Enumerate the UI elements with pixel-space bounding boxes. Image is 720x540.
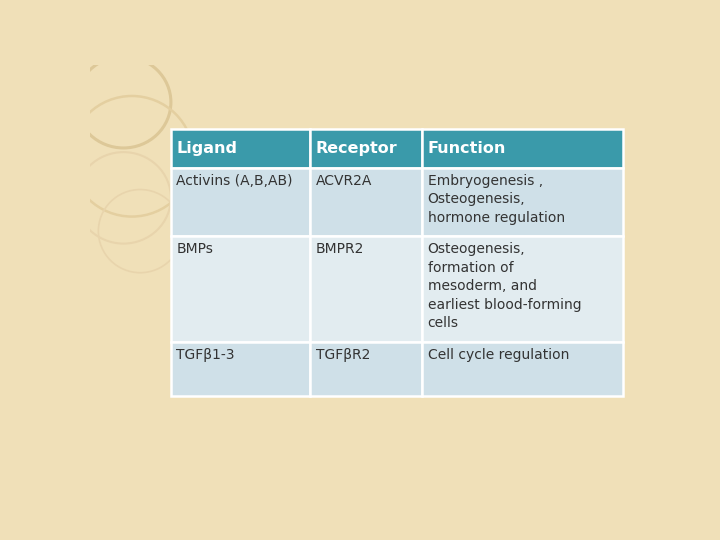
Text: TGFβR2: TGFβR2 <box>316 348 370 362</box>
FancyBboxPatch shape <box>171 167 310 236</box>
Text: Function: Function <box>428 141 506 156</box>
Text: BMPs: BMPs <box>176 242 213 256</box>
FancyBboxPatch shape <box>171 236 310 342</box>
FancyBboxPatch shape <box>310 236 422 342</box>
FancyBboxPatch shape <box>171 129 310 167</box>
FancyBboxPatch shape <box>310 167 422 236</box>
FancyBboxPatch shape <box>422 129 623 167</box>
Text: Osteogenesis,
formation of
mesoderm, and
earliest blood-forming
cells: Osteogenesis, formation of mesoderm, and… <box>428 242 581 330</box>
Text: Embryogenesis ,
Osteogenesis,
hormone regulation: Embryogenesis , Osteogenesis, hormone re… <box>428 174 564 225</box>
Text: ACVR2A: ACVR2A <box>316 174 372 188</box>
Text: Cell cycle regulation: Cell cycle regulation <box>428 348 569 362</box>
Text: TGFβ1-3: TGFβ1-3 <box>176 348 235 362</box>
Text: Receptor: Receptor <box>316 141 397 156</box>
FancyBboxPatch shape <box>422 167 623 236</box>
Text: Ligand: Ligand <box>176 141 238 156</box>
FancyBboxPatch shape <box>422 342 623 396</box>
FancyBboxPatch shape <box>422 236 623 342</box>
FancyBboxPatch shape <box>310 342 422 396</box>
FancyBboxPatch shape <box>171 342 310 396</box>
Text: BMPR2: BMPR2 <box>316 242 364 256</box>
FancyBboxPatch shape <box>310 129 422 167</box>
Text: Activins (A,B,AB): Activins (A,B,AB) <box>176 174 293 188</box>
